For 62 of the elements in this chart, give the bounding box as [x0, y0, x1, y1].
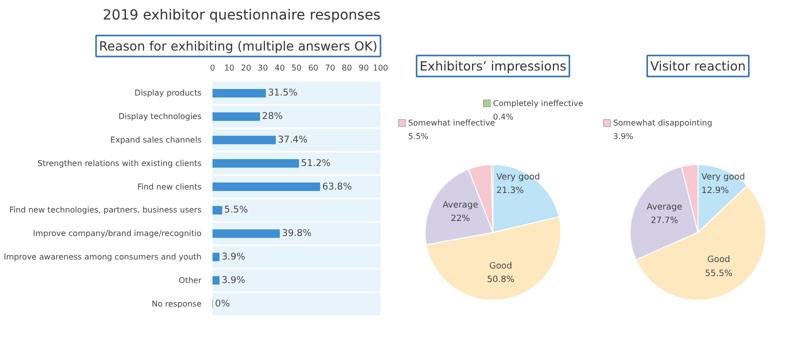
y-tick-label: Find new technologies, partners, business users [9, 206, 202, 215]
x-tick-label: 20 [241, 64, 252, 72]
y-tick-label: Improve company/brand image/recognitio [32, 229, 202, 238]
data-label: 5.5% [224, 204, 248, 216]
bar [212, 276, 220, 285]
x-tick-label: 50 [291, 64, 302, 72]
data-label: 31.5% [268, 88, 298, 99]
y-tick-label: Find new clients [137, 182, 202, 192]
data-label: 63.8% [322, 181, 352, 192]
x-tick-label: 30 [258, 64, 268, 72]
slice-label: Average [646, 202, 682, 212]
y-tick-label: No response [152, 299, 202, 308]
y-tick-label: Other [178, 276, 202, 285]
slice-label: Very good [496, 172, 540, 182]
bar [212, 88, 266, 98]
bar [212, 182, 320, 192]
bar [212, 229, 280, 238]
x-tick-label: 10 [224, 64, 234, 72]
slice-label: Good [489, 261, 512, 272]
legend-label: Completely ineffective [493, 98, 584, 108]
data-label: 3.9% [222, 274, 246, 286]
y-tick-label: Expand sales channels [110, 136, 202, 144]
slice-label: Very good [701, 172, 745, 182]
x-tick-label: 40 [274, 64, 285, 72]
data-label: 27.7% [650, 216, 678, 226]
x-tick-label: 0 [210, 64, 216, 72]
data-label: 55.5% [704, 268, 732, 279]
chart-title: Exhibitors’ impressions [420, 58, 566, 74]
x-tick-label: 100 [372, 64, 388, 72]
chart-subtitle: Reason for exhibiting (multiple answers OK) [99, 38, 378, 54]
data-label: 21.3% [496, 186, 524, 196]
data-label: 50.8% [486, 274, 514, 285]
data-label: 0% [215, 298, 230, 310]
data-label: 37.4% [278, 134, 308, 146]
x-tick-label: 70 [325, 64, 336, 72]
y-tick-label: Improve awareness among consumers and youth [4, 252, 202, 262]
slice-label: Average [442, 200, 478, 210]
x-tick-label: 60 [308, 64, 318, 72]
bar [212, 252, 220, 262]
y-tick-label: Display technologies [118, 112, 202, 122]
x-tick-label: 90 [358, 64, 369, 72]
y-tick-label: Strengthen relations with existing clients [38, 158, 202, 168]
data-label: 22% [450, 214, 470, 224]
data-label: 3.9% [613, 132, 634, 142]
y-tick-label: Display products [134, 88, 202, 98]
data-label: 51.2% [301, 158, 331, 169]
slice-label: Good [707, 255, 730, 266]
data-label: 28% [262, 111, 283, 122]
x-tick-label: 80 [342, 64, 352, 72]
data-label: 0.4% [493, 112, 514, 122]
data-label: 12.9% [701, 186, 729, 196]
data-label: 3.9% [222, 252, 246, 262]
bar [212, 206, 222, 214]
bar [212, 112, 260, 121]
legend-label: Somewhat ineffective [408, 118, 496, 128]
bar [212, 159, 300, 168]
chart-title: Visitor reaction [650, 58, 746, 74]
legend-label: Somewhat disappointing [613, 118, 712, 128]
data-label: 39.8% [282, 228, 312, 240]
bar [212, 136, 276, 144]
data-label: 5.5% [408, 132, 429, 142]
chart-title: 2019 exhibitor questionnaire responses [102, 8, 381, 24]
